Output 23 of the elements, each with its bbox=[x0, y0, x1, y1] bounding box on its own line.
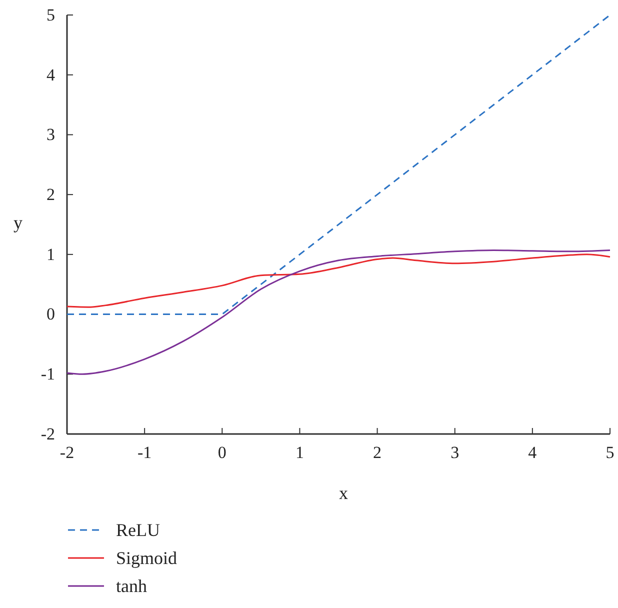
x-tick-label: 0 bbox=[218, 443, 226, 462]
y-tick-label: 1 bbox=[46, 244, 55, 264]
line-series bbox=[66, 254, 611, 308]
y-tick-label: 3 bbox=[46, 125, 55, 144]
y-tick-label: -1 bbox=[40, 364, 55, 384]
x-tick-label: 3 bbox=[450, 443, 460, 462]
x-tick-label: -2 bbox=[60, 443, 74, 462]
x-tick-label: 4 bbox=[528, 443, 538, 462]
legend-label: ReLU bbox=[116, 520, 160, 540]
legend-label: tanh bbox=[116, 576, 147, 596]
x-tick-label: 2 bbox=[373, 443, 382, 462]
y-tick-label: -2 bbox=[40, 424, 55, 444]
x-tick-label: 1 bbox=[295, 443, 304, 462]
x-axis-title: x bbox=[339, 483, 348, 503]
x-tick-label: 5 bbox=[606, 443, 614, 462]
x-tick-label: -1 bbox=[137, 443, 152, 462]
legend-label: Sigmoid bbox=[116, 548, 178, 568]
y-tick-label: 0 bbox=[46, 304, 55, 324]
y-tick-label: 4 bbox=[46, 65, 56, 84]
y-tick-label: 2 bbox=[46, 185, 55, 204]
y-axis-title: y bbox=[14, 212, 22, 232]
y-tick-label: 5 bbox=[46, 5, 55, 24]
line-series bbox=[66, 249, 611, 375]
